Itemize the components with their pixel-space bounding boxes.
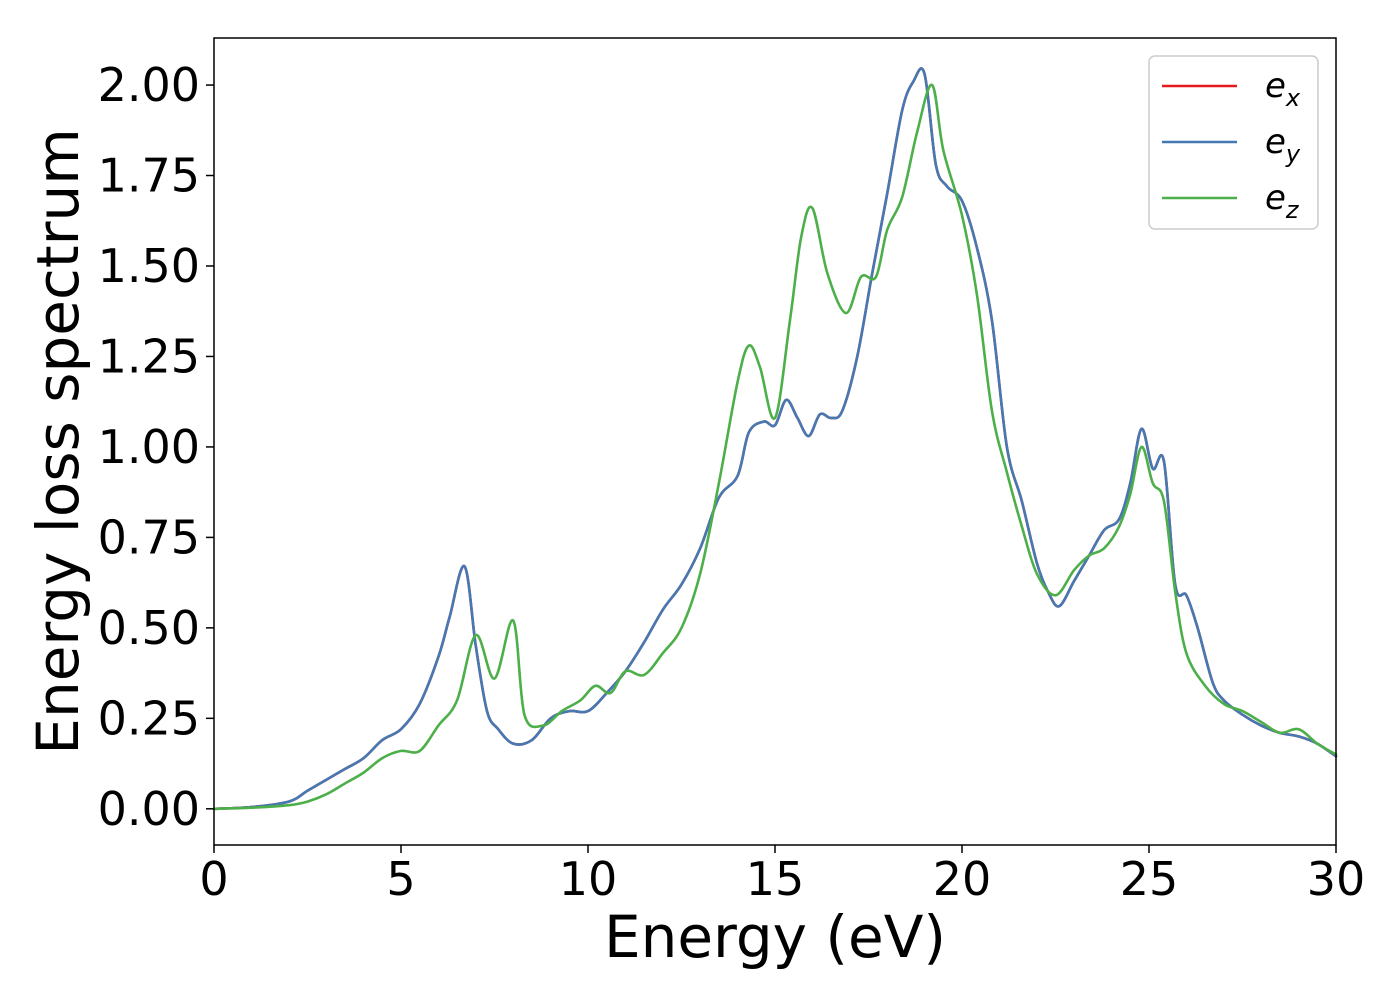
y-tick-label: 0.25 bbox=[98, 691, 200, 745]
x-tick-label: 0 bbox=[199, 852, 228, 906]
legend-label-base: e bbox=[1265, 122, 1286, 162]
legend-label-subscript: x bbox=[1285, 84, 1301, 112]
legend-label-y: ey bbox=[1265, 122, 1301, 168]
ticks-layer: 0 5 10 15 20 25 30 0.00 0.25 0.50 0.75 1.00 1.25 1.50… bbox=[98, 58, 1366, 906]
y-tick-label: 1.00 bbox=[98, 420, 200, 474]
legend-label-base: e bbox=[1265, 66, 1286, 106]
series-layer bbox=[212, 67, 1338, 811]
y-axis-title: Energy loss spectrum bbox=[24, 128, 92, 754]
legend-label-subscript: z bbox=[1285, 196, 1300, 224]
legend-label-base: e bbox=[1265, 178, 1286, 218]
legend-label-z: ez bbox=[1265, 178, 1300, 224]
y-tick-label: 0.75 bbox=[98, 510, 200, 564]
x-tick-label: 15 bbox=[746, 852, 805, 906]
y-tick-label: 1.25 bbox=[98, 329, 200, 383]
x-tick-label: 10 bbox=[559, 852, 618, 906]
x-tick-label: 5 bbox=[386, 852, 415, 906]
series-line-y bbox=[212, 67, 1338, 811]
y-tick-label: 1.50 bbox=[98, 239, 200, 293]
y-tick-label: 0.00 bbox=[98, 782, 200, 836]
x-tick-label: 20 bbox=[933, 852, 992, 906]
y-tick-label: 2.00 bbox=[98, 58, 200, 112]
legend-label-x: ex bbox=[1265, 66, 1301, 112]
series-line-z bbox=[212, 83, 1338, 811]
legend-label-subscript: y bbox=[1285, 140, 1301, 168]
y-tick-label: 1.75 bbox=[98, 149, 200, 203]
x-tick-label: 30 bbox=[1307, 852, 1366, 906]
x-tick-label: 25 bbox=[1120, 852, 1179, 906]
x-axis-title: Energy (eV) bbox=[604, 903, 946, 971]
y-tick-label: 0.50 bbox=[98, 601, 200, 655]
